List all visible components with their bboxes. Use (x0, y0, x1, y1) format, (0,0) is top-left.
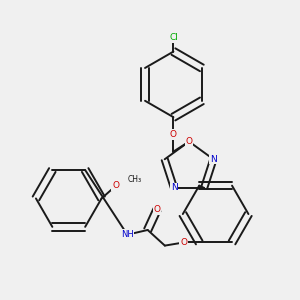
Text: O: O (180, 238, 187, 247)
Text: N: N (171, 183, 177, 192)
Text: O: O (154, 205, 160, 214)
Text: N: N (210, 155, 217, 164)
Text: O: O (170, 130, 177, 139)
Text: O: O (186, 137, 193, 146)
Text: Cl: Cl (169, 33, 178, 42)
Text: O: O (112, 182, 119, 190)
Text: CH₃: CH₃ (127, 175, 141, 184)
Text: NH: NH (121, 230, 134, 239)
